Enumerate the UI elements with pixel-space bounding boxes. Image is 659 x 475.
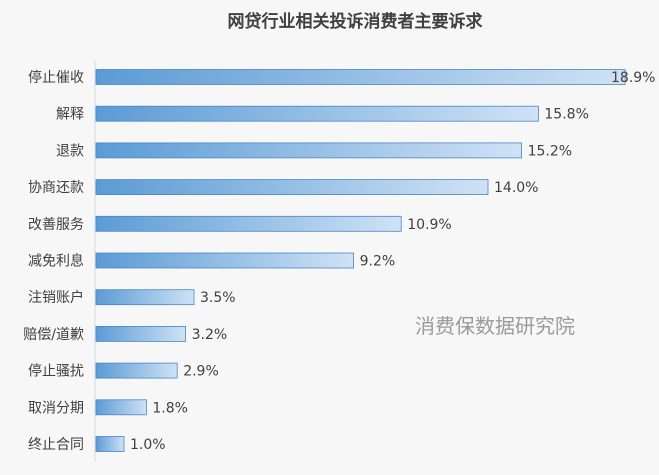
chart-title: 网贷行业相关投诉消费者主要诉求 xyxy=(228,11,483,32)
category-label-6: 减免利息 xyxy=(28,253,84,270)
category-label-10: 取消分期 xyxy=(28,400,84,416)
category-label-2: 解释 xyxy=(56,107,84,123)
category-label-1: 停止催收 xyxy=(28,69,84,86)
value-label-6: 9.2% xyxy=(360,254,396,270)
bar-5 xyxy=(95,215,402,232)
category-label-4: 协商还款 xyxy=(28,180,84,196)
value-label-3: 15.2% xyxy=(528,143,572,159)
value-label-1: 18.9% xyxy=(611,70,655,86)
bars-group: 停止催收 18.9% 解释 15.8% 退款 15.2% 协商还款 14.0% 改善服务 10.9… xyxy=(23,69,655,453)
category-label-11: 终止合同 xyxy=(28,437,84,453)
value-label-9: 2.9% xyxy=(183,364,219,380)
bar-3 xyxy=(95,142,523,159)
bar-11 xyxy=(95,436,125,452)
category-label-9: 停止骚扰 xyxy=(28,363,84,380)
value-label-10: 1.8% xyxy=(152,400,188,416)
bar-10 xyxy=(95,399,147,416)
value-label-8: 3.2% xyxy=(192,327,228,343)
value-label-2: 15.8% xyxy=(544,107,588,123)
category-label-5: 改善服务 xyxy=(28,217,84,233)
bar-2 xyxy=(95,105,539,122)
category-label-8: 赔偿/道歉 xyxy=(23,326,84,343)
value-label-11: 1.0% xyxy=(130,437,166,453)
bar-4 xyxy=(95,179,489,196)
value-label-7: 3.5% xyxy=(200,290,236,306)
category-label-3: 退款 xyxy=(56,143,84,159)
value-label-4: 14.0% xyxy=(494,180,538,196)
bar-7 xyxy=(95,289,195,306)
value-label-5: 10.9% xyxy=(407,217,451,233)
bar-1 xyxy=(95,69,626,85)
bar-9 xyxy=(95,362,178,379)
watermark-text: 消费保数据研究院 xyxy=(415,314,575,338)
bar-6 xyxy=(95,252,355,269)
bar-8 xyxy=(95,325,186,342)
category-label-7: 注销账户 xyxy=(28,289,84,306)
